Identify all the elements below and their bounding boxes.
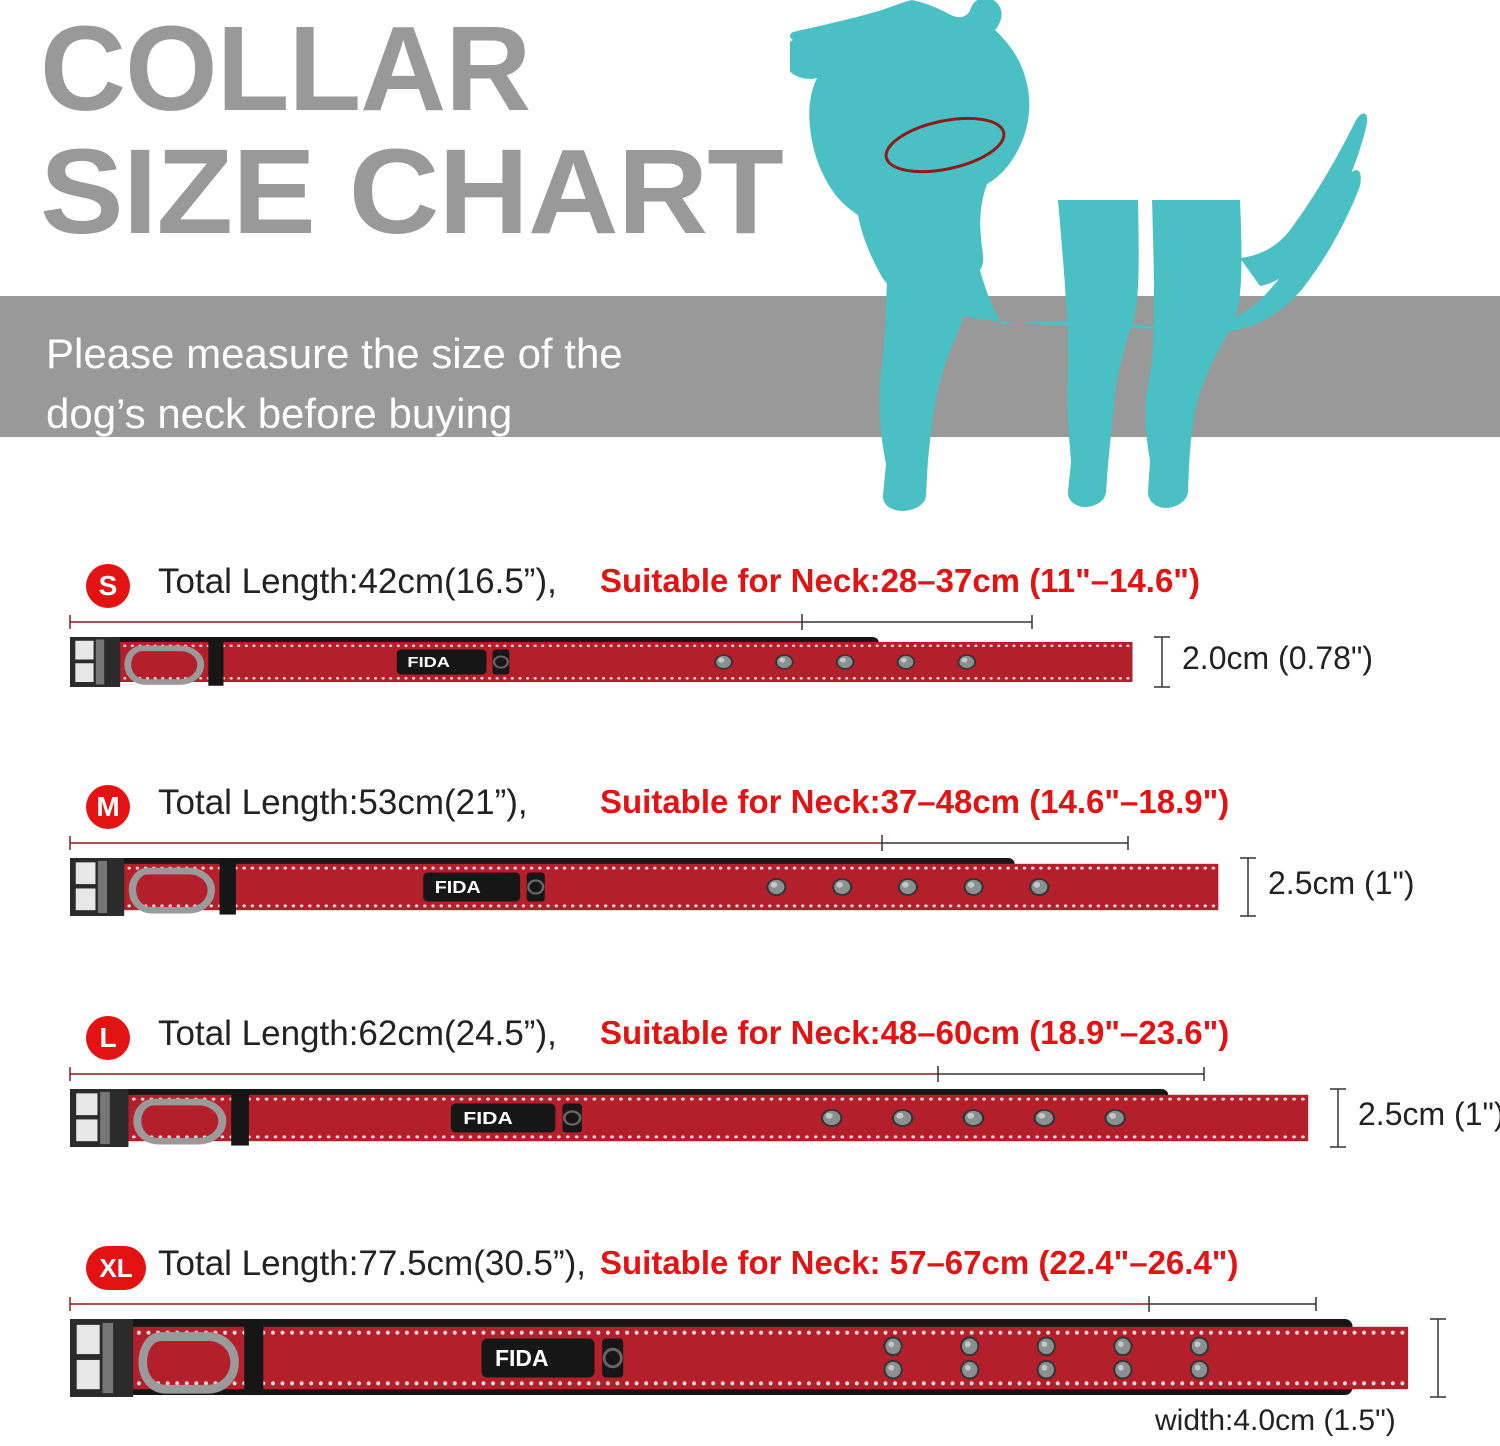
svg-text:FIDA: FIDA [435,877,481,897]
svg-text:FIDA: FIDA [463,1109,513,1129]
svg-text:FIDA: FIDA [407,654,450,671]
svg-text:FIDA: FIDA [495,1345,549,1371]
